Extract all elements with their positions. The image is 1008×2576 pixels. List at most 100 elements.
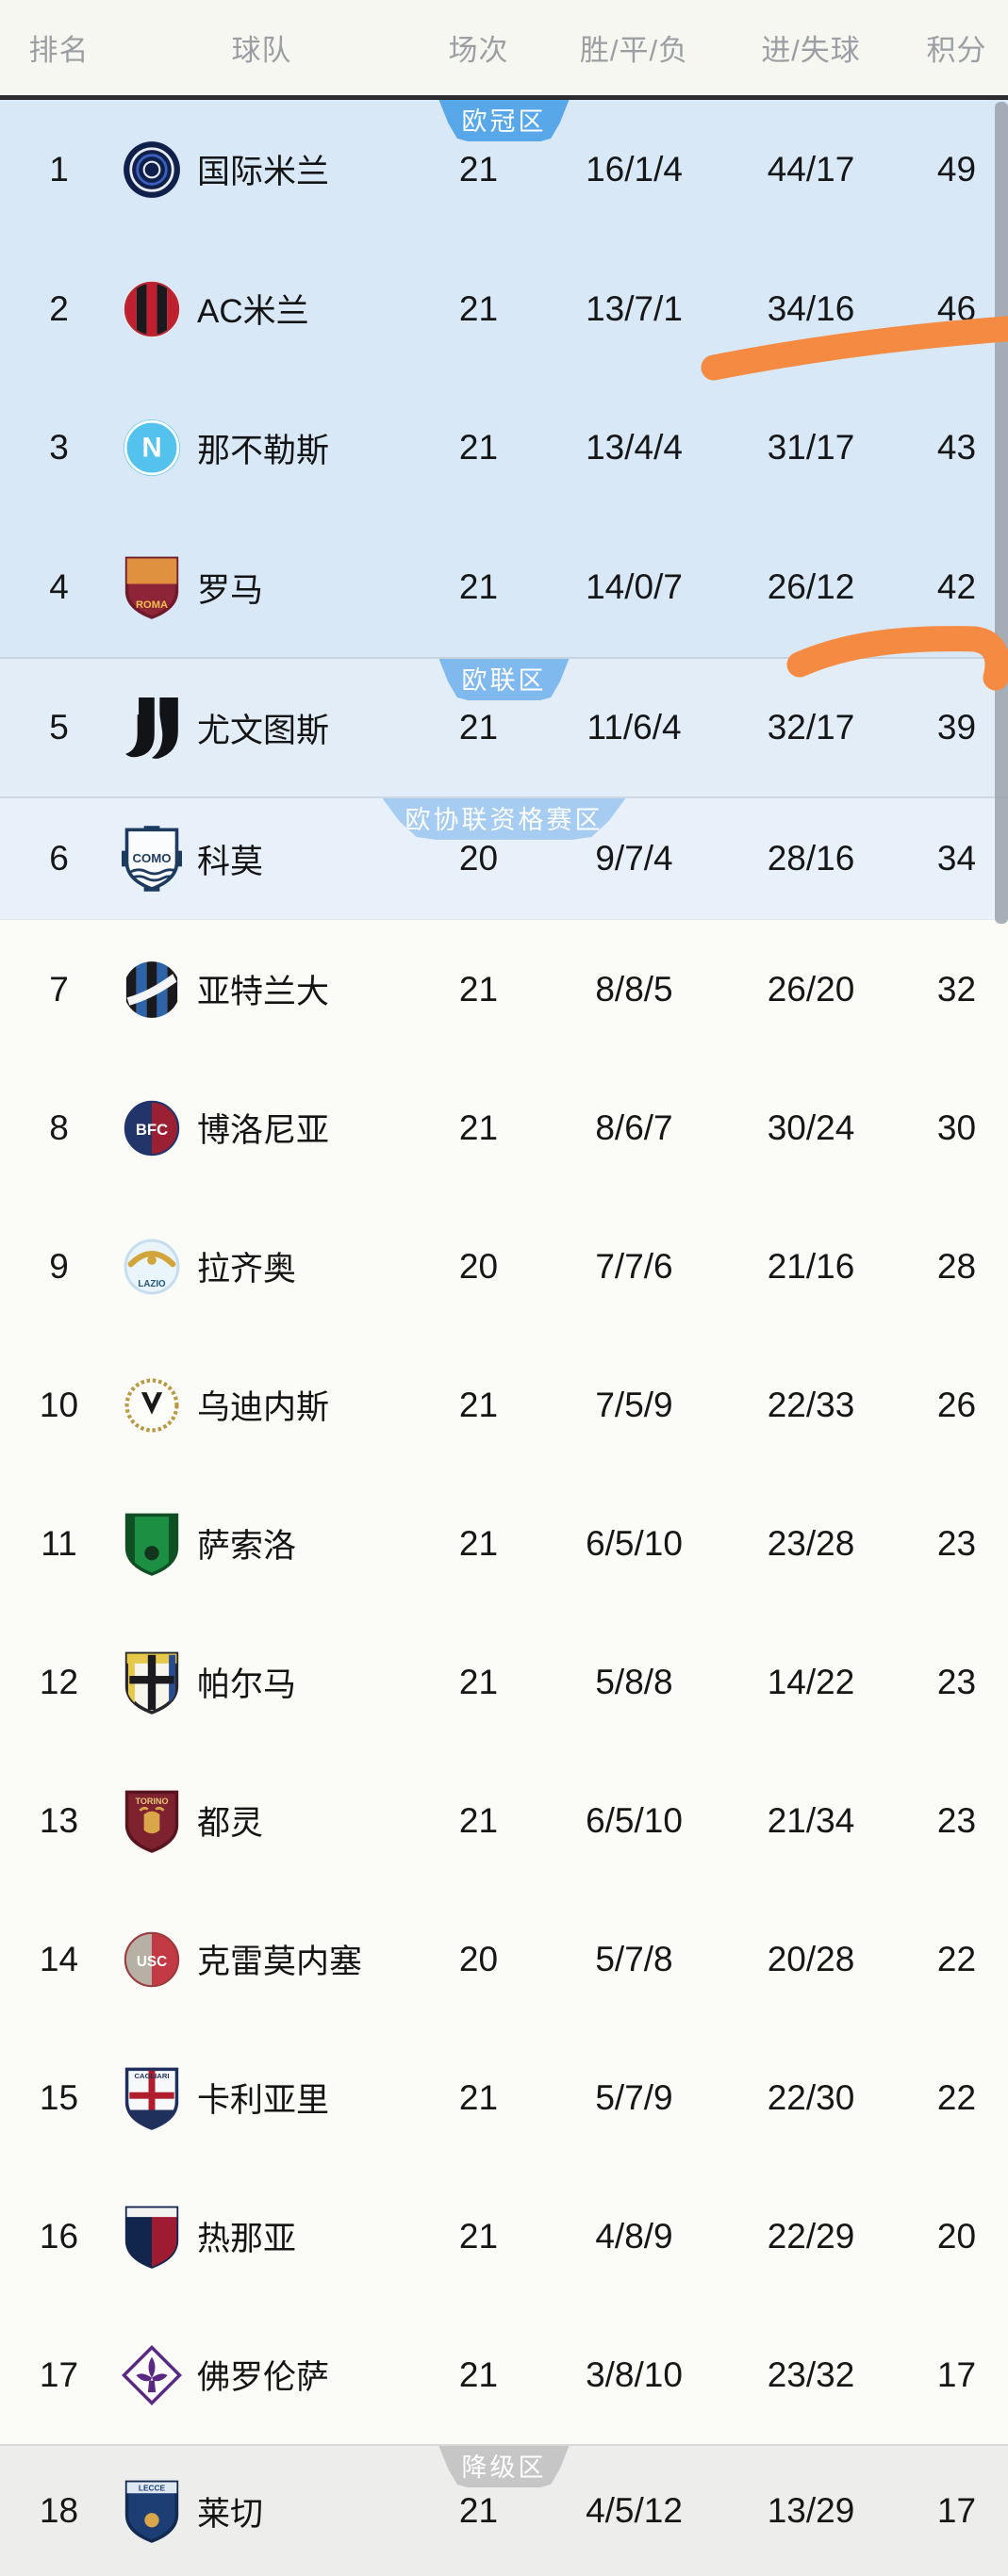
team-cell[interactable]: BFC 博洛尼亚 — [118, 1094, 405, 1162]
win-draw-loss: 13/7/1 — [586, 288, 683, 328]
table-row[interactable]: 14 USC 克雷莫内塞 20 5/7/8 20/28 22 — [0, 1890, 1008, 2028]
table-row[interactable]: 3 N 那不勒斯 21 13/4/4 31/17 43 — [0, 379, 1008, 518]
table-row[interactable]: 12 帕尔马 21 5/8/8 14/22 23 — [0, 1613, 1008, 1751]
team-logo: BFC — [122, 1094, 182, 1162]
team-rank: 18 — [39, 2491, 79, 2530]
table-row[interactable]: 2 AC米兰 21 13/7/1 34/16 46 — [0, 239, 1008, 379]
table-row[interactable]: 7 亚特兰大 21 8/8/5 26/20 32 — [0, 920, 1008, 1058]
team-logo: CAGLIARI — [122, 2064, 182, 2132]
matches-played: 21 — [458, 2216, 499, 2256]
matches-played: 21 — [458, 288, 499, 328]
team-cell[interactable]: 帕尔马 — [118, 1649, 405, 1716]
team-name: 帕尔马 — [197, 1666, 297, 1703]
table-row[interactable]: 8 BFC 博洛尼亚 21 8/6/7 30/24 30 — [0, 1058, 1008, 1197]
matches-played: 21 — [458, 969, 499, 1009]
matches-played: 21 — [458, 428, 499, 468]
team-cell[interactable]: CAGLIARI 卡利亚里 — [118, 2064, 405, 2132]
team-rank: 9 — [49, 1246, 69, 1286]
svg-text:LAZIO: LAZIO — [138, 1278, 166, 1288]
table-row[interactable]: 13 TORINO 都灵 21 6/5/10 21/34 23 — [0, 1751, 1008, 1890]
team-cell[interactable]: COMO 科莫 — [118, 825, 405, 893]
matches-played: 21 — [458, 1523, 499, 1563]
scrollbar-thumb[interactable] — [995, 102, 1008, 924]
team-rank: 5 — [49, 708, 69, 747]
table-row[interactable]: 15 CAGLIARI 卡利亚里 21 5/7/9 22/30 22 — [0, 2028, 1008, 2167]
points: 20 — [936, 2216, 977, 2256]
column-header-team: 球队 — [231, 34, 292, 67]
team-cell[interactable]: LECCE 莱切 — [118, 2477, 405, 2545]
matches-played: 21 — [458, 149, 499, 189]
team-name: 佛罗伦萨 — [197, 2359, 330, 2396]
team-rank: 6 — [49, 839, 69, 878]
table-row[interactable]: 18 LECCE 莱切 21 4/5/12 13/29 17 — [0, 2446, 1008, 2576]
win-draw-loss: 14/0/7 — [586, 567, 683, 607]
team-logo: LECCE — [122, 2477, 182, 2545]
team-cell[interactable]: 萨索洛 — [118, 1510, 405, 1578]
team-name: 拉齐奥 — [197, 1251, 297, 1288]
table-row[interactable]: 17 佛罗伦萨 21 3/8/10 23/32 17 — [0, 2305, 1008, 2444]
goals-for-against: 26/12 — [767, 567, 855, 607]
team-cell[interactable]: 亚特兰大 — [118, 956, 405, 1024]
team-cell[interactable]: 热那亚 — [118, 2203, 405, 2271]
table-row[interactable]: 11 萨索洛 21 6/5/10 23/28 23 — [0, 1474, 1008, 1613]
header-divider-line — [0, 95, 1008, 100]
zone-badge-uecl: 欧协联资格赛区 — [382, 798, 626, 840]
team-name: 国际米兰 — [197, 154, 330, 191]
table-row[interactable]: 10 乌迪内斯 21 7/5/9 22/33 26 — [0, 1336, 1008, 1474]
team-cell[interactable]: TORINO 都灵 — [118, 1787, 405, 1855]
points: 42 — [936, 567, 977, 607]
team-logo — [122, 275, 182, 343]
goals-for-against: 22/33 — [767, 1385, 855, 1424]
team-cell[interactable]: 佛罗伦萨 — [118, 2341, 405, 2409]
goals-for-against: 26/20 — [767, 969, 855, 1009]
team-cell[interactable]: N 那不勒斯 — [118, 414, 405, 482]
table-row[interactable]: 9 LAZIO 拉齐奥 20 7/7/6 21/16 28 — [0, 1197, 1008, 1336]
points: 30 — [936, 1108, 977, 1147]
table-row[interactable]: 6 COMO 科莫 20 9/7/4 28/16 34 — [0, 798, 1008, 919]
team-cell[interactable]: 乌迪内斯 — [118, 1371, 405, 1439]
zone-badge-ucl: 欧冠区 — [438, 100, 570, 141]
svg-text:BFC: BFC — [136, 1120, 168, 1138]
svg-text:COMO: COMO — [132, 851, 171, 865]
win-draw-loss: 4/8/9 — [595, 2216, 673, 2256]
team-cell[interactable]: LAZIO 拉齐奥 — [118, 1233, 405, 1301]
team-logo: LAZIO — [122, 1233, 182, 1301]
team-rank: 13 — [39, 1800, 79, 1840]
column-header-points: 积分 — [926, 34, 987, 67]
table-row[interactable]: 1 国际米兰 21 16/1/4 44/17 49 — [0, 100, 1008, 239]
team-rank: 2 — [49, 288, 69, 328]
points: 17 — [936, 2491, 977, 2530]
svg-text:N: N — [141, 434, 161, 464]
table-row[interactable]: 16 热那亚 21 4/8/9 22/29 20 — [0, 2167, 1008, 2305]
zone-uel: 欧联区 5 尤文图斯 21 11/6/4 32/17 39 — [0, 657, 1008, 796]
goals-for-against: 23/32 — [767, 2354, 855, 2394]
goals-for-against: 22/30 — [767, 2077, 855, 2117]
win-draw-loss: 5/8/8 — [595, 1662, 673, 1701]
table-row[interactable]: 4 ROMA 罗马 21 14/0/7 26/12 42 — [0, 517, 1008, 657]
team-logo — [122, 694, 182, 762]
team-cell[interactable]: 尤文图斯 — [118, 694, 405, 762]
team-cell[interactable]: 国际米兰 — [118, 136, 405, 204]
goals-for-against: 31/17 — [767, 428, 855, 468]
team-cell[interactable]: ROMA 罗马 — [118, 553, 405, 621]
team-name: 克雷莫内塞 — [197, 1944, 363, 1980]
team-name: 博洛尼亚 — [197, 1112, 330, 1149]
team-cell[interactable]: AC米兰 — [118, 275, 405, 343]
team-name: 卡利亚里 — [197, 2082, 330, 2119]
goals-for-against: 20/28 — [767, 1939, 855, 1978]
matches-played: 20 — [458, 839, 499, 878]
team-name: AC米兰 — [197, 293, 309, 331]
team-rank: 8 — [49, 1108, 69, 1147]
win-draw-loss: 9/7/4 — [595, 839, 673, 878]
matches-played: 21 — [458, 567, 499, 607]
team-rank: 16 — [39, 2216, 79, 2256]
team-cell[interactable]: USC 克雷莫内塞 — [118, 1926, 405, 1994]
svg-text:ROMA: ROMA — [136, 599, 168, 611]
team-logo: TORINO — [122, 1787, 182, 1855]
team-name: 热那亚 — [197, 2221, 297, 2257]
win-draw-loss: 8/6/7 — [595, 1108, 673, 1147]
team-name: 亚特兰大 — [197, 974, 330, 1010]
goals-for-against: 23/28 — [767, 1523, 855, 1563]
table-row[interactable]: 5 尤文图斯 21 11/6/4 32/17 39 — [0, 659, 1008, 796]
team-rank: 12 — [39, 1662, 79, 1701]
